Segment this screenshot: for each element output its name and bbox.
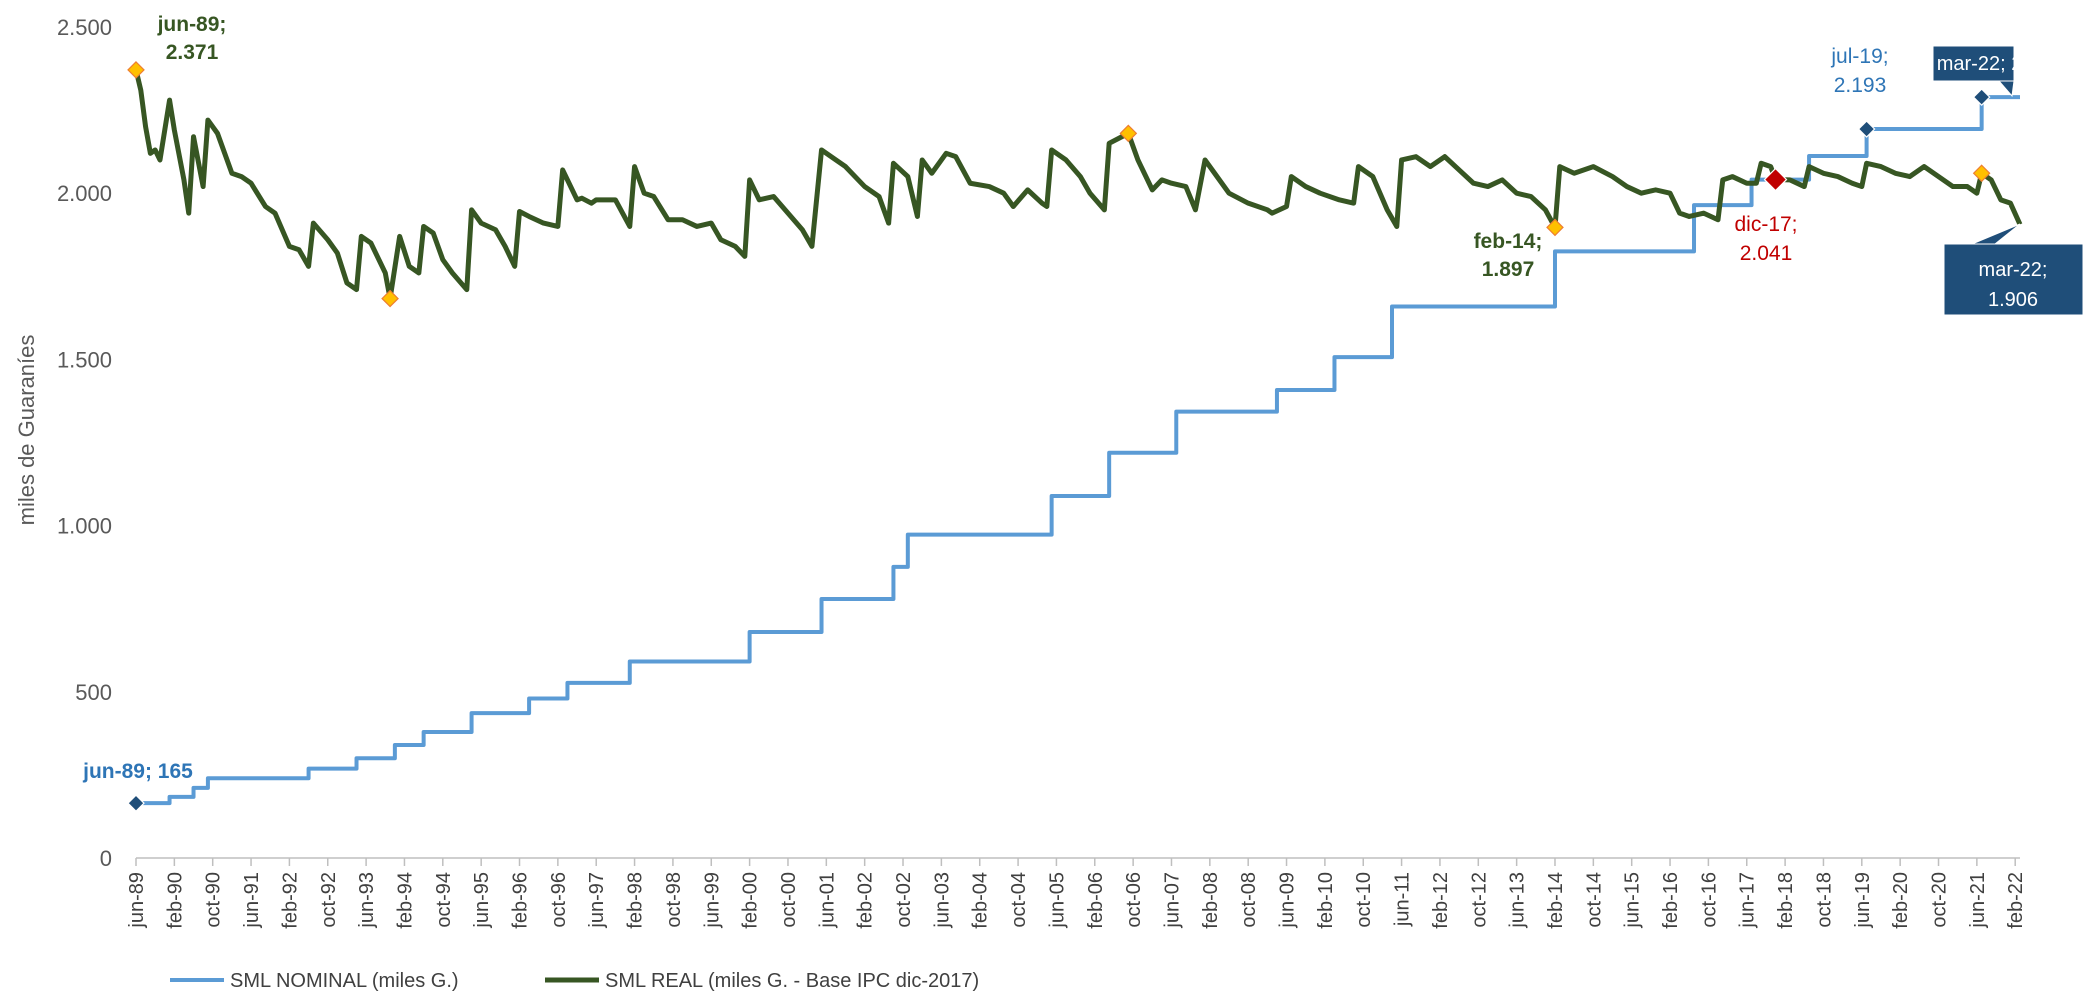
- x-tick-label: oct-06: [1123, 872, 1145, 928]
- x-tick-label: oct-00: [778, 872, 800, 928]
- callout-pointer: [1999, 81, 2014, 96]
- x-tick-label: feb-92: [279, 872, 301, 929]
- data-point-marker: [128, 62, 144, 78]
- x-tick-label: feb-16: [1660, 872, 1682, 929]
- x-tick-label: oct-10: [1353, 872, 1375, 928]
- data-label-text: 1.906: [1988, 289, 2038, 311]
- x-tick-label: jun-97: [586, 872, 608, 929]
- x-axis-ticks: jun-89 feb-90 oct-90 jun-91 feb-92 oct-92 jun-…: [126, 858, 2027, 929]
- x-tick-label: oct-12: [1468, 872, 1490, 928]
- data-label-text: jun-89;: [157, 13, 227, 36]
- x-tick-label: oct-04: [1008, 872, 1030, 928]
- y-tick-label: 0: [100, 846, 112, 871]
- x-tick-label: jun-91: [241, 872, 263, 929]
- x-tick-label: jun-15: [1622, 872, 1644, 929]
- x-tick-label: oct-92: [318, 872, 340, 928]
- x-tick-label: jun-13: [1507, 872, 1529, 929]
- x-tick-label: jun-01: [816, 872, 838, 929]
- x-tick-label: feb-06: [1085, 872, 1107, 929]
- data-label-annotation: jul-19; 2.193: [1830, 45, 1888, 97]
- data-label-text: 2.041: [1740, 242, 1793, 265]
- x-tick-label: feb-10: [1315, 872, 1337, 929]
- x-tick-label: jun-07: [1161, 872, 1183, 929]
- x-tick-label: oct-18: [1813, 872, 1835, 928]
- x-tick-label: oct-14: [1583, 872, 1605, 928]
- annotation-layer: jun-89; 2.371 jun-89; 165 feb-14; 1.897 dic-1…: [82, 13, 2083, 783]
- x-tick-label: feb-90: [164, 872, 186, 929]
- x-tick-label: feb-18: [1775, 872, 1797, 929]
- x-tick-label: jun-03: [931, 872, 953, 929]
- data-label-annotation: dic-17; 2.041: [1734, 213, 1797, 265]
- data-label-annotation: feb-14; 1.897: [1474, 230, 1543, 281]
- x-tick-label: jun-21: [1967, 872, 1989, 929]
- x-tick-label: feb-14: [1545, 872, 1567, 929]
- data-label-annotation: jun-89; 2.371: [157, 13, 227, 64]
- x-tick-label: feb-94: [394, 872, 416, 929]
- x-tick-label: oct-90: [203, 872, 225, 928]
- x-tick-label: jun-99: [701, 872, 723, 929]
- series-nominal-line: [136, 97, 2020, 803]
- data-label-text: mar-22;: [1979, 259, 2048, 281]
- x-tick-label: oct-96: [548, 872, 570, 928]
- x-tick-label: feb-12: [1430, 872, 1452, 929]
- data-label-text: feb-14;: [1474, 230, 1543, 253]
- series-layer: [136, 70, 2020, 803]
- x-tick-label: feb-02: [855, 872, 877, 929]
- x-tick-label: feb-04: [970, 872, 992, 929]
- x-tick-label: jun-11: [1392, 872, 1414, 927]
- x-tick-label: jun-05: [1046, 872, 1068, 929]
- x-tick-label: feb-98: [625, 872, 647, 929]
- x-tick-label: jun-09: [1277, 872, 1299, 929]
- x-tick-label: oct-94: [433, 872, 455, 928]
- x-tick-label: oct-98: [663, 872, 685, 928]
- data-point-marker: [382, 291, 398, 307]
- x-tick-label: feb-96: [510, 872, 532, 929]
- data-point-marker: [1765, 169, 1787, 191]
- y-axis-label: miles de Guaraníes: [14, 335, 39, 526]
- data-point-marker: [128, 795, 144, 811]
- x-tick-label: feb-08: [1200, 872, 1222, 929]
- data-label-text: 1.897: [1482, 258, 1535, 281]
- series-real-line: [136, 70, 2020, 299]
- y-tick-label: 2.000: [57, 181, 112, 206]
- x-tick-label: feb-00: [740, 872, 762, 929]
- x-tick-label: jun-89: [126, 872, 148, 929]
- y-tick-label: 500: [75, 680, 112, 705]
- data-label-text: jul-19;: [1830, 45, 1888, 68]
- y-tick-label: 2.500: [57, 15, 112, 40]
- callout-pointer: [1972, 224, 2020, 244]
- marker-layer: [128, 62, 1990, 811]
- x-tick-label: oct-20: [1929, 872, 1951, 928]
- data-label-annotation: jun-89; 165: [82, 760, 193, 783]
- x-tick-label: jun-17: [1737, 872, 1759, 929]
- data-point-marker: [1859, 121, 1875, 137]
- legend-label: SML REAL (miles G. - Base IPC dic-2017): [605, 970, 979, 992]
- data-label-text: dic-17;: [1734, 213, 1797, 236]
- x-tick-label: jun-93: [356, 872, 378, 929]
- data-label-text: jun-89; 165: [82, 760, 193, 783]
- x-tick-label: oct-08: [1238, 872, 1260, 928]
- y-tick-label: 1.000: [57, 514, 112, 539]
- y-axis-ticks: 0 500 1.000 1.500 2.000 2.500: [57, 15, 112, 871]
- data-point-marker: [1974, 89, 1990, 105]
- legend-label: SML NOMINAL (miles G.): [230, 970, 459, 992]
- x-tick-label: oct-16: [1698, 872, 1720, 928]
- x-tick-label: feb-20: [1890, 872, 1912, 929]
- x-tick-label: feb-22: [2005, 872, 2027, 929]
- data-label-annotation: mar-22; 1.906: [1944, 224, 2083, 315]
- data-label-text: 2.193: [1834, 74, 1887, 97]
- legend: SML NOMINAL (miles G.) SML REAL (miles G.…: [170, 970, 979, 992]
- data-label-text: mar-22; 2.289: [1937, 53, 2062, 75]
- data-label-text: 2.371: [166, 41, 219, 64]
- x-tick-label: jun-95: [471, 872, 493, 929]
- x-tick-label: oct-02: [893, 872, 915, 928]
- y-tick-label: 1.500: [57, 347, 112, 372]
- x-tick-label: jun-19: [1852, 872, 1874, 929]
- data-label-annotation: mar-22; 2.289: [1933, 46, 2061, 96]
